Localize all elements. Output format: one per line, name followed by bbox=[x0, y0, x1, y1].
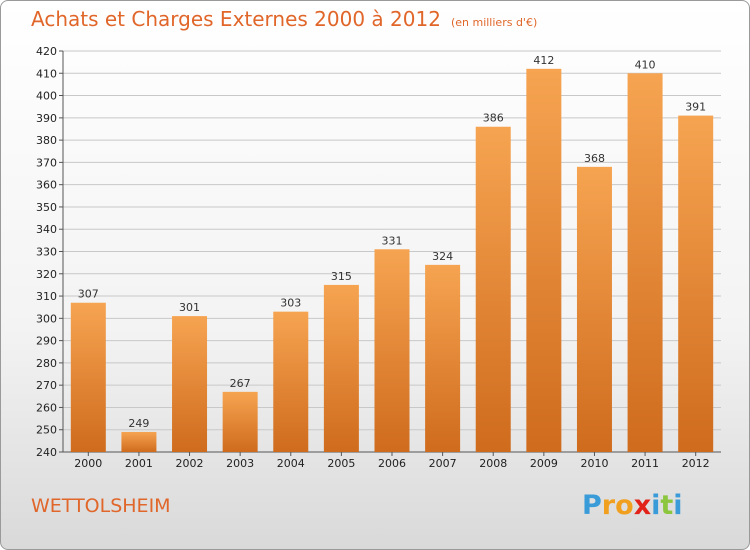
logo-letter: i bbox=[673, 490, 683, 521]
bar bbox=[425, 264, 461, 452]
y-tick-label: 390 bbox=[36, 112, 57, 125]
data-label: 307 bbox=[78, 288, 99, 301]
y-tick-label: 250 bbox=[36, 424, 57, 437]
y-tick-label: 320 bbox=[36, 268, 57, 281]
bar bbox=[121, 431, 157, 452]
logo-letter: x bbox=[633, 490, 652, 521]
data-label: 249 bbox=[128, 417, 149, 430]
x-tick-label: 2011 bbox=[631, 457, 659, 470]
y-tick-label: 270 bbox=[36, 379, 57, 392]
x-tick-label: 2012 bbox=[682, 457, 710, 470]
data-labels: 307 249 301 267 303 315 331 324 386 412 368 410 391 bbox=[78, 54, 706, 430]
data-label: 368 bbox=[584, 152, 605, 165]
bar bbox=[475, 126, 511, 452]
bar bbox=[576, 166, 612, 452]
bar bbox=[70, 302, 106, 452]
x-tick-label: 2001 bbox=[125, 457, 153, 470]
bar bbox=[627, 73, 663, 453]
y-tick-label: 410 bbox=[36, 67, 57, 80]
y-tick-label: 350 bbox=[36, 201, 57, 214]
bar bbox=[222, 391, 258, 452]
proxiti-logo: Proxiti bbox=[582, 490, 683, 521]
x-tick-label: 2003 bbox=[226, 457, 254, 470]
y-tick-label: 290 bbox=[36, 335, 57, 348]
logo-letter: P bbox=[582, 490, 602, 521]
data-label: 386 bbox=[483, 112, 504, 125]
chart-title: Achats et Charges Externes 2000 à 2012 (e… bbox=[31, 7, 538, 31]
x-tick-label: 2004 bbox=[277, 457, 305, 470]
y-tick-label: 360 bbox=[36, 179, 57, 192]
data-label: 267 bbox=[230, 377, 251, 390]
x-tick-label: 2005 bbox=[327, 457, 355, 470]
y-tick-label: 340 bbox=[36, 223, 57, 236]
bar bbox=[172, 316, 208, 452]
logo-letter: i bbox=[651, 490, 661, 521]
x-tick-label: 2007 bbox=[429, 457, 457, 470]
bar bbox=[526, 68, 562, 453]
data-label: 324 bbox=[432, 250, 453, 263]
x-tick-label: 2002 bbox=[176, 457, 204, 470]
y-tick-label: 240 bbox=[36, 446, 57, 459]
chart-subtitle: (en milliers d'€) bbox=[450, 16, 538, 29]
y-tick-label: 380 bbox=[36, 134, 57, 147]
logo-letter: r bbox=[601, 490, 616, 521]
bar bbox=[273, 311, 309, 452]
bar bbox=[323, 284, 359, 452]
x-tick-label: 2008 bbox=[479, 457, 507, 470]
x-tick-label: 2010 bbox=[580, 457, 608, 470]
data-label: 410 bbox=[635, 58, 656, 71]
bars bbox=[70, 68, 714, 453]
data-label: 303 bbox=[280, 297, 301, 310]
data-label: 412 bbox=[533, 54, 554, 67]
y-tick-label: 310 bbox=[36, 290, 57, 303]
logo-letter: t bbox=[660, 490, 674, 521]
axes: 240 250 260 270 280 290 300 310 320 330 340 350 360 3… bbox=[36, 45, 721, 470]
data-label: 315 bbox=[331, 270, 352, 283]
data-label: 391 bbox=[685, 101, 706, 114]
y-tick-label: 300 bbox=[36, 312, 57, 325]
y-tick-label: 370 bbox=[36, 156, 57, 169]
y-tick-label: 400 bbox=[36, 90, 57, 103]
bar bbox=[678, 115, 714, 452]
x-tick-label: 2006 bbox=[378, 457, 406, 470]
location-name: WETTOLSHEIM bbox=[31, 495, 171, 517]
logo-letter: o bbox=[615, 490, 634, 521]
y-tick-label: 420 bbox=[36, 45, 57, 58]
y-tick-label: 260 bbox=[36, 401, 57, 414]
x-tick-label: 2009 bbox=[530, 457, 558, 470]
data-label: 331 bbox=[382, 234, 403, 247]
y-tick-label: 330 bbox=[36, 246, 57, 259]
data-label: 301 bbox=[179, 301, 200, 314]
y-tick-label: 280 bbox=[36, 357, 57, 370]
bar bbox=[374, 249, 410, 452]
x-tick-label: 2000 bbox=[74, 457, 102, 470]
